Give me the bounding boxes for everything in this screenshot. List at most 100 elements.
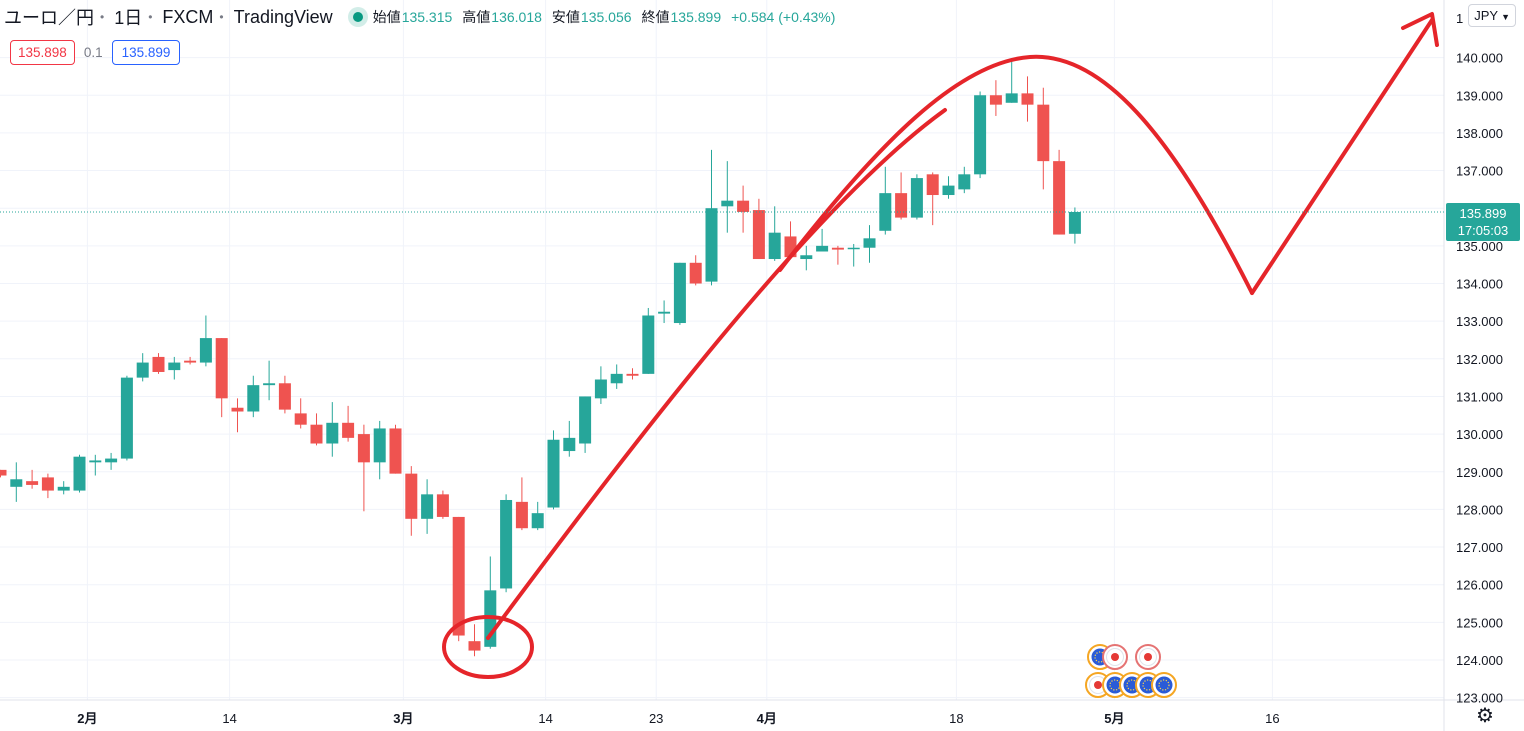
candle-body xyxy=(642,315,655,374)
time-tick-label: 14 xyxy=(538,711,552,726)
candle-body xyxy=(800,255,813,260)
economic-events[interactable] xyxy=(1085,644,1177,698)
price-tick-label: 134.000 xyxy=(1456,277,1503,292)
candle-body xyxy=(10,479,23,487)
open-value: 始値135.315 xyxy=(372,9,453,25)
candle-body xyxy=(0,469,7,476)
close-value: 終値135.899 xyxy=(641,9,722,25)
change-value: +0.584 (+0.43%) xyxy=(731,9,836,25)
candle-body xyxy=(436,494,449,517)
candle-body xyxy=(357,434,370,463)
price-tick-label: 125.000 xyxy=(1456,615,1503,630)
price-tick-label: 129.000 xyxy=(1456,465,1503,480)
price-tick-label: 123.000 xyxy=(1456,691,1503,706)
candle-body xyxy=(120,377,133,459)
separator-dot: • xyxy=(148,10,153,24)
gear-icon[interactable]: ⚙ xyxy=(1476,705,1494,727)
jp-flag-event-icon[interactable] xyxy=(1102,644,1128,670)
time-tick-label: 4月 xyxy=(757,711,777,726)
candle-body xyxy=(658,311,671,314)
candle-body xyxy=(626,373,639,376)
price-tick-label: 132.000 xyxy=(1456,352,1503,367)
candle-body xyxy=(41,477,54,491)
price-tick-label: 124.000 xyxy=(1456,653,1503,668)
candle-body xyxy=(263,383,276,386)
candle-body xyxy=(1068,211,1081,234)
candle-body xyxy=(1037,104,1050,162)
annotation-arc[interactable] xyxy=(778,54,1254,295)
symbol-name[interactable]: ユーロ／円 xyxy=(4,8,94,28)
candle-body xyxy=(1005,93,1018,103)
candle-body xyxy=(184,360,197,363)
jp-flag-event-icon[interactable] xyxy=(1135,644,1161,670)
candle-body xyxy=(594,379,607,399)
last-price-marker: 135.899 17:05:03 xyxy=(0,203,1520,242)
candle-body xyxy=(326,422,339,444)
interval-label[interactable]: 1日 xyxy=(114,8,143,28)
candle-body xyxy=(1053,161,1066,235)
candle-body xyxy=(199,338,212,363)
time-tick-label: 23 xyxy=(649,711,663,726)
candle-body xyxy=(610,373,623,384)
eu-flag-event-icon[interactable] xyxy=(1151,672,1177,698)
candle-body xyxy=(926,174,939,196)
candle-body xyxy=(342,422,355,438)
candle-body xyxy=(1021,93,1034,105)
candle-body xyxy=(515,501,528,529)
price-tick-label: 138.000 xyxy=(1456,126,1503,141)
candle-body xyxy=(26,481,39,485)
high-value: 高値136.018 xyxy=(462,9,542,25)
candle-body xyxy=(847,247,860,250)
candle-body xyxy=(910,178,923,218)
candle-body xyxy=(579,396,592,444)
candle-body xyxy=(816,245,829,252)
candle-body xyxy=(57,486,70,491)
price-tick-label: 127.000 xyxy=(1456,540,1503,555)
annotation-rise-line[interactable] xyxy=(1250,18,1434,295)
annotation-arrowhead[interactable] xyxy=(1401,12,1439,47)
last-price-badge xyxy=(1446,203,1520,242)
annotation-circle[interactable] xyxy=(442,615,534,679)
buy-button[interactable]: 135.899 xyxy=(111,40,181,65)
annotation-up-arrow[interactable] xyxy=(486,108,947,640)
time-tick-label: 14 xyxy=(222,711,236,726)
time-tick-label: 18 xyxy=(949,711,963,726)
low-value: 安値135.056 xyxy=(551,9,632,25)
time-axis: 2月 14 3月 14 23 4月 18 5月 16 xyxy=(77,711,1279,726)
time-tick-label: 16 xyxy=(1265,711,1279,726)
candle-body xyxy=(531,513,544,529)
candle-body xyxy=(974,95,987,175)
candle-body xyxy=(863,238,876,248)
candle-body xyxy=(168,362,181,371)
candle-body xyxy=(768,232,781,260)
candle-body xyxy=(673,262,686,324)
candle-body xyxy=(831,247,844,250)
candle-body xyxy=(547,439,560,508)
candle-body xyxy=(89,460,102,463)
candle-body xyxy=(958,174,971,190)
price-tick-label: 140.000 xyxy=(1456,51,1503,66)
price-tick-label: 131.000 xyxy=(1456,389,1503,404)
price-tick-label: 1 xyxy=(1456,11,1463,26)
candle-body xyxy=(500,499,513,589)
currency-button[interactable]: JPY ▼ xyxy=(1468,4,1516,27)
bar-countdown-label: 17:05:03 xyxy=(1458,223,1509,238)
price-tick-label: 139.000 xyxy=(1456,88,1503,103)
currency-label: JPY xyxy=(1474,8,1499,23)
candle-body xyxy=(105,458,118,463)
market-open-dot xyxy=(352,12,363,22)
source-label: FXCM xyxy=(162,6,214,27)
candle-body xyxy=(737,200,750,212)
drawing-annotations xyxy=(442,12,1439,679)
spread-value: 0.1 xyxy=(83,45,103,60)
candle-body xyxy=(689,262,702,284)
separator-dot: • xyxy=(100,10,105,24)
separator-dot: • xyxy=(219,10,224,24)
candle-body xyxy=(452,516,465,636)
sell-button[interactable]: 135.898 xyxy=(10,40,75,65)
candle-body xyxy=(942,185,955,196)
candle-body xyxy=(278,383,291,410)
candle-body xyxy=(895,193,908,218)
candle-body xyxy=(468,641,481,651)
